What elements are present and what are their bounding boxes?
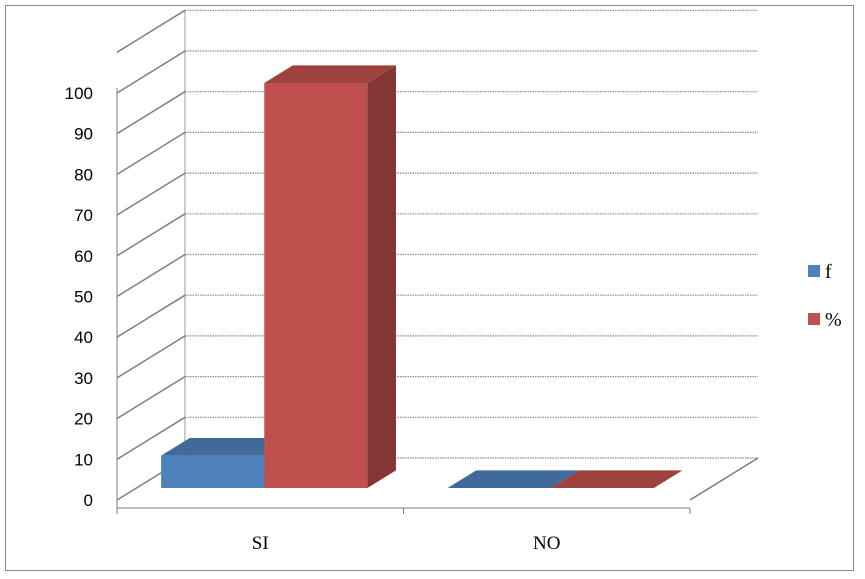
y-tick-label: 80	[74, 165, 93, 184]
side-gridline	[116, 9, 186, 53]
bar-top-face	[264, 65, 396, 83]
bar-front-face	[161, 455, 265, 488]
y-tick-label: 50	[74, 288, 93, 307]
side-gridline	[116, 375, 186, 420]
side-gridline	[116, 213, 186, 257]
chart-frame	[5, 5, 854, 571]
side-gridline	[116, 335, 186, 379]
y-tick-label: 100	[65, 84, 93, 103]
x-category-labels: SI NO	[252, 533, 561, 554]
legend-swatch	[808, 313, 820, 325]
bar-front-face	[264, 83, 368, 488]
legend: f%	[808, 261, 842, 331]
side-gridline	[116, 416, 186, 460]
y-tick-label: 20	[74, 410, 93, 429]
chart-walls	[184, 11, 759, 501]
bar-%-NO	[550, 470, 683, 488]
x-category-label: SI	[252, 533, 269, 554]
bar-f-NO	[447, 470, 580, 488]
bar-%-SI	[264, 65, 396, 489]
side-gridline	[116, 50, 186, 94]
side-gridline	[116, 253, 186, 298]
y-tick-label: 30	[74, 369, 93, 388]
y-tick-label: 90	[74, 125, 93, 144]
y-tick-label: 0	[84, 491, 93, 510]
bar-top-face	[161, 437, 293, 456]
legend-label: f	[825, 261, 832, 283]
bar-side-face	[367, 65, 396, 489]
x-category-label: NO	[533, 533, 560, 554]
legend-label: %	[825, 309, 842, 331]
side-gridline	[116, 172, 186, 216]
y-tick-label: 10	[74, 450, 93, 469]
bar-top-face	[447, 470, 580, 488]
bars	[161, 65, 683, 489]
y-tick-label: 40	[74, 328, 93, 347]
gridlines	[116, 9, 758, 501]
side-gridline	[116, 131, 186, 176]
side-gridline	[116, 91, 186, 135]
axes	[116, 88, 691, 514]
side-gridline	[116, 294, 186, 338]
floor-right-edge	[689, 457, 759, 501]
y-tick-label: 70	[74, 206, 93, 225]
legend-swatch	[808, 265, 820, 277]
bar-top-face	[550, 470, 683, 488]
y-tick-label: 60	[74, 247, 93, 266]
y-tick-labels: 0 10 20 30 40 50 60 70 80 90 100	[65, 84, 93, 510]
